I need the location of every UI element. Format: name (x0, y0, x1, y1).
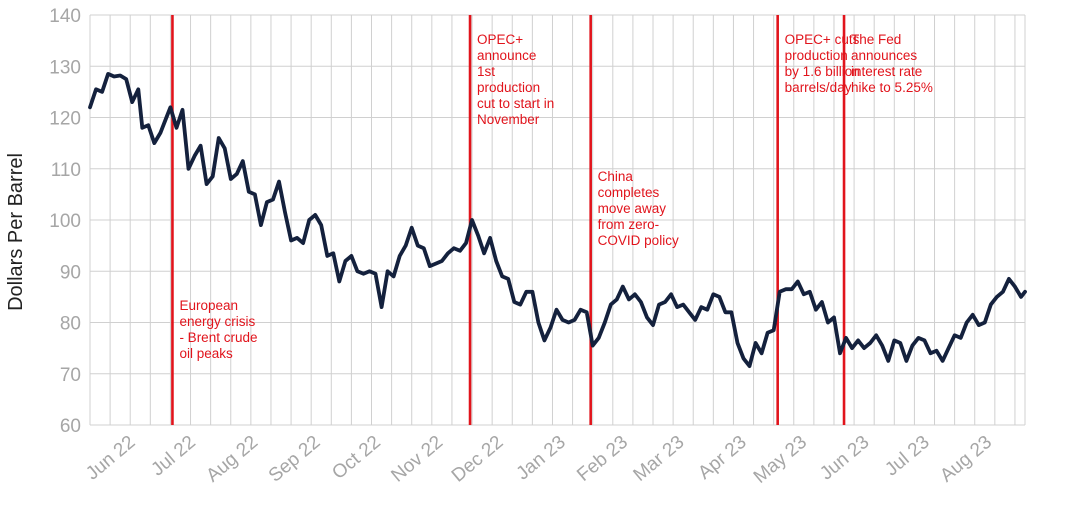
x-tick-label: Dec 22 (448, 432, 508, 487)
x-tick-label: Feb 23 (573, 432, 632, 486)
y-tick-label: 100 (49, 211, 81, 232)
y-axis-label: Dollars Per Barrel (5, 153, 27, 311)
y-tick-label: 60 (60, 416, 81, 437)
y-tick-label: 90 (60, 262, 81, 283)
annotation-text: hike to 5.25% (851, 80, 933, 95)
annotation-text: November (477, 112, 540, 127)
y-tick-label: 80 (60, 314, 81, 335)
annotation-text: - Brent crude (179, 330, 257, 345)
x-tick-label: Apr 23 (694, 432, 750, 484)
annotation-text: energy crisis (179, 314, 255, 329)
x-tick-label: Jul 22 (147, 432, 199, 481)
annotation-text: announces (851, 48, 917, 63)
annotation-text: production (477, 80, 540, 95)
annotation-text: The Fed (851, 32, 901, 47)
x-tick-label: Mar 23 (630, 432, 689, 486)
x-tick-label: Jan 23 (513, 432, 570, 485)
x-tick-label: Jul 23 (881, 432, 933, 481)
annotation-text: European (179, 298, 238, 313)
annotation-text: barrels/day (785, 80, 852, 95)
annotation-text: cut to start in (477, 96, 554, 111)
annotation-text: completes (598, 185, 660, 200)
y-tick-label: 120 (49, 109, 81, 130)
annotation-text: 1st (477, 64, 495, 79)
annotation-text: announce (477, 48, 536, 63)
annotation-text: by 1.6 billion (785, 64, 860, 79)
y-tick-label: 130 (49, 57, 81, 78)
y-tick-label: 70 (60, 365, 81, 386)
annotation-text: move away (598, 201, 667, 216)
x-tick-label: Jun 22 (82, 432, 139, 485)
annotation-text: OPEC+ (477, 32, 523, 47)
annotation-text: from zero- (598, 217, 660, 232)
x-tick-label: Aug 23 (936, 432, 996, 487)
y-axis-ticks: 60 70 80 90 100 110 120 130 140 (49, 6, 81, 437)
annotation-text: COVID policy (598, 233, 679, 248)
annotation-text: oil peaks (179, 346, 233, 361)
y-tick-label: 140 (49, 6, 81, 27)
x-tick-label: Oct 22 (328, 432, 384, 484)
annotation-text: China (598, 169, 634, 184)
x-tick-label: Nov 22 (387, 432, 447, 487)
annotation-text: production (785, 48, 848, 63)
x-tick-label: Aug 22 (202, 432, 262, 487)
y-tick-label: 110 (51, 160, 81, 181)
price-line (88, 72, 1027, 368)
x-tick-label: May 23 (750, 432, 811, 488)
annotation-text: interest rate (851, 64, 922, 79)
annotation-text: OPEC+ cuts (785, 32, 860, 47)
series-layer (88, 72, 1027, 368)
x-axis-ticks: Jun 22 Jul 22 Aug 22 Sep 22 Oct 22 Nov 22 Dec … (82, 432, 996, 488)
x-tick-label: Sep 22 (265, 432, 325, 487)
x-tick-label: Jun 23 (816, 432, 873, 485)
